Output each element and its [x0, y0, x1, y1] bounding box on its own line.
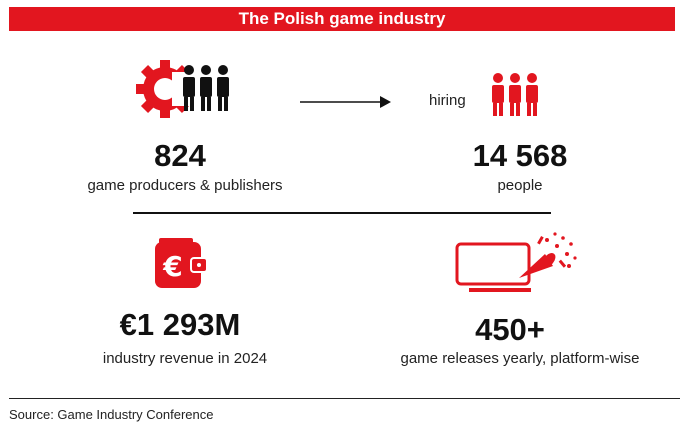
people-group-red-icon — [492, 73, 538, 116]
releases-value: 450+ — [475, 312, 545, 347]
arrow-right-icon — [300, 96, 391, 108]
people-value: 14 568 — [472, 138, 568, 173]
producers-label: game producers & publishers — [87, 177, 283, 194]
hiring-label: hiring — [429, 92, 466, 109]
svg-text:€: € — [162, 250, 182, 283]
releases-label: game releases yearly, platform-wise — [400, 350, 640, 367]
section-divider — [133, 212, 551, 214]
party-popper-screen-icon — [455, 232, 577, 292]
revenue-label: industry revenue in 2024 — [102, 350, 268, 367]
euro-wallet-icon: € — [155, 238, 208, 288]
revenue-value: €1 293M — [119, 307, 241, 342]
people-label: people — [497, 177, 543, 194]
source-note: Source: Game Industry Conference — [9, 407, 214, 422]
producers-value: 824 — [154, 138, 206, 173]
page-title: The Polish game industry — [9, 7, 675, 31]
footer-divider — [9, 398, 680, 399]
people-group-icon — [183, 65, 229, 111]
